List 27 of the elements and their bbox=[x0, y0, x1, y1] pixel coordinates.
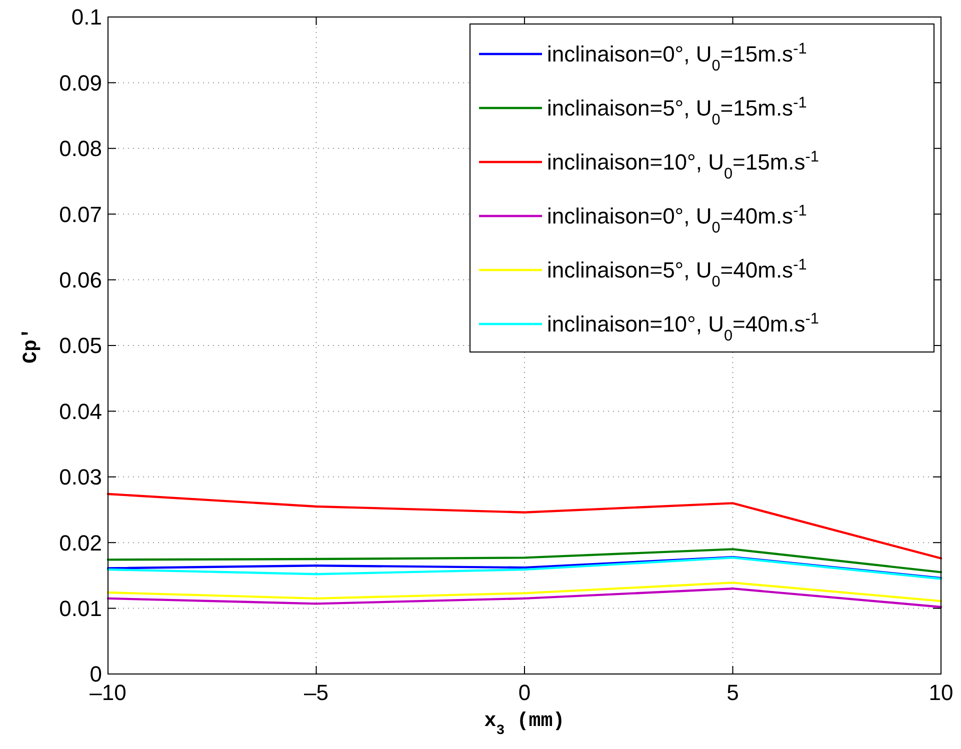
y-tick-label: 0.08 bbox=[59, 136, 102, 162]
y-tick-label: 0.07 bbox=[59, 202, 102, 227]
legend-label: inclinaison=10°, U$_{0}$=40m.s$^{-1}$ bbox=[547, 310, 819, 344]
line-series bbox=[106, 582, 942, 602]
y-tick-label: 0.04 bbox=[59, 398, 102, 424]
legend-label: inclinaison=0°, U$_{0}$=15m.s$^{-1}$ bbox=[547, 40, 807, 74]
line-series bbox=[106, 587, 942, 608]
x-tick-label: 0 bbox=[518, 680, 531, 705]
x-tick-label: 10 bbox=[928, 680, 954, 705]
legend-label: inclinaison=10°, U$_{0}$=15m.s$^{-1}$ bbox=[547, 148, 819, 182]
y-tick-label: 0.1 bbox=[71, 4, 102, 30]
y-tick-label: 0.01 bbox=[59, 596, 102, 621]
y-axis-title: Cp′ bbox=[20, 327, 43, 364]
x-tick-label: –5 bbox=[304, 680, 328, 705]
y-tick-label: 0.06 bbox=[59, 268, 102, 292]
legend-label: inclinaison=5°, U$_{0}$=15m.s$^{-1}$ bbox=[547, 94, 807, 128]
y-tick-label: 0.09 bbox=[59, 70, 102, 96]
legend-label: inclinaison=5°, U$_{0}$=40m.s$^{-1}$ bbox=[547, 256, 807, 290]
y-tick-label: 0.05 bbox=[59, 333, 102, 358]
legend-label: inclinaison=0°, U$_{0}$=40m.s$^{-1}$ bbox=[547, 202, 807, 236]
y-tick-label: 0 bbox=[90, 662, 102, 687]
line-series bbox=[106, 492, 942, 560]
y-tick-label: 0.03 bbox=[59, 464, 102, 490]
x-tick-label: 5 bbox=[726, 680, 739, 705]
line-series bbox=[106, 548, 942, 574]
y-tick-label: 0.02 bbox=[59, 530, 102, 556]
x-axis-title: x$_{3}$ (mm) bbox=[484, 710, 565, 739]
